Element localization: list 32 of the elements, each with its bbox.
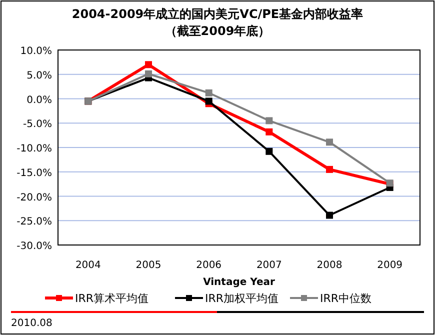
x-tick-label: 2008 xyxy=(316,260,342,271)
legend-label: IRR加权平均值 xyxy=(205,292,279,305)
y-tick-label: -15.0% xyxy=(16,168,52,179)
y-tick-label: -30.0% xyxy=(16,241,52,252)
chart-title: 2004-2009年成立的国内美元VC/PE基金内部收益率 xyxy=(72,7,364,21)
x-tick-label: 2007 xyxy=(256,260,282,271)
y-tick-label: -10.0% xyxy=(16,144,52,154)
point xyxy=(266,117,273,124)
legend-label: IRR算术平均值 xyxy=(75,292,149,305)
legend-label: IRR中位数 xyxy=(320,292,372,305)
point xyxy=(266,148,273,155)
x-axis-title: Vintage Year xyxy=(203,277,275,288)
point xyxy=(205,98,212,105)
chart-subtitle: （截至2009年底） xyxy=(164,24,270,38)
y-tick-label: -20.0% xyxy=(16,192,52,204)
point xyxy=(205,89,212,96)
point xyxy=(326,138,333,146)
point xyxy=(145,70,152,78)
point xyxy=(266,128,273,136)
x-tick-label: 2005 xyxy=(136,260,162,271)
y-tick-label: 5.0% xyxy=(26,70,52,82)
y-tick-label: -25.0% xyxy=(16,216,52,228)
point xyxy=(326,166,333,173)
y-tick-label: -5.0% xyxy=(22,119,52,130)
text: 2010.08 xyxy=(11,318,52,329)
x-tick-label: 2004 xyxy=(75,260,101,271)
point xyxy=(145,61,152,68)
x-tick-label: 2006 xyxy=(196,260,222,271)
x-tick-label: 2009 xyxy=(377,260,403,271)
y-tick-label: 10.0% xyxy=(20,46,52,57)
y-tick-label: 0.0% xyxy=(26,94,52,106)
point xyxy=(326,212,333,219)
